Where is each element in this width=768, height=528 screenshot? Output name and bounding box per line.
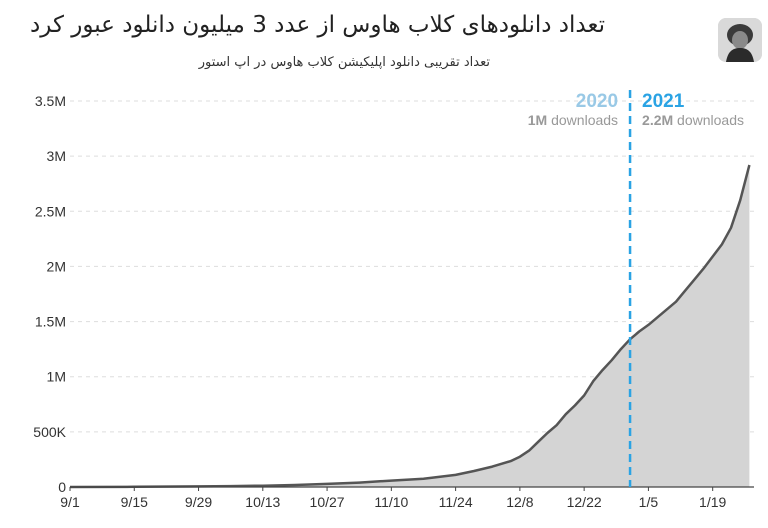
profile-photo-icon [718, 18, 762, 62]
chart-subtitle: تعداد تقریبی دانلود اپلیکیشن کلاب هاوس د… [198, 55, 490, 70]
area-fill [70, 165, 750, 487]
series-line [69, 164, 751, 489]
x-tick-label: 9/29 [185, 494, 212, 510]
y-tick-label: 2M [47, 258, 66, 274]
x-tick-label: 12/22 [567, 494, 602, 510]
annotation-downloads-2020: 1M downloads [528, 112, 618, 128]
x-tick-label: 9/15 [121, 494, 148, 510]
y-tick-label: 2.5M [35, 203, 66, 219]
area-layer [69, 164, 751, 489]
x-tick-label: 10/13 [245, 494, 280, 510]
chart-title: تعداد دانلودهای کلاب هاوس از عدد 3 میلیو… [30, 12, 605, 38]
annotation-year-2021: 2021 [642, 91, 685, 112]
x-tick-label: 9/1 [60, 494, 80, 510]
y-tick-label: 3.5M [35, 93, 66, 109]
y-tick-label: 1.5M [35, 314, 66, 330]
x-tick-label: 1/5 [639, 494, 659, 510]
y-tick-label: 0 [58, 479, 66, 495]
axis-layer: 0 500K 1M 1.5M 2M 2.5M 3M 3.5M 9/1 9/15 9/29 10/13 1… [33, 93, 754, 510]
annotation-downloads-2021: 2.2M downloads [642, 112, 744, 128]
x-tick-label: 12/8 [506, 494, 533, 510]
annotation-year-2020: 2020 [576, 91, 618, 112]
y-tick-label: 500K [33, 424, 66, 440]
x-tick-label: 10/27 [310, 494, 345, 510]
x-tick-label: 11/24 [439, 494, 473, 510]
y-tick-label: 1M [47, 369, 66, 385]
y-tick-label: 3M [47, 148, 66, 164]
x-tick-label: 11/10 [374, 494, 408, 510]
x-tick-label: 1/19 [699, 494, 726, 510]
